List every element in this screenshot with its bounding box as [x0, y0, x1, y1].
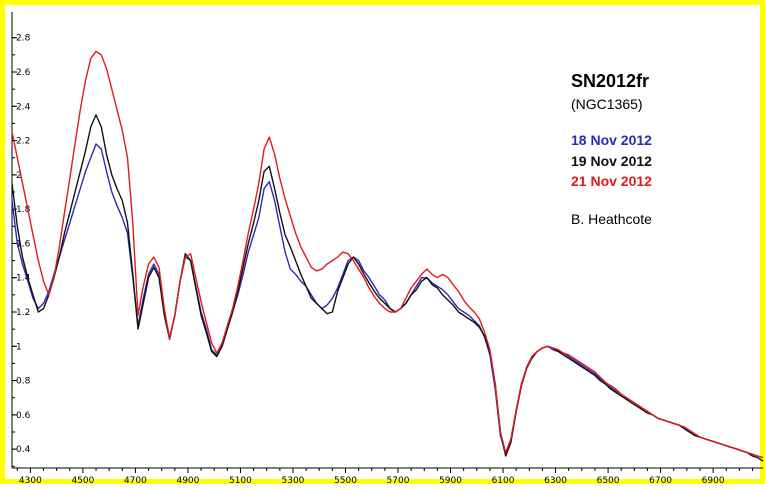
- y-tick-label: 1.8: [16, 205, 31, 215]
- y-tick-label: 2.6: [16, 68, 31, 78]
- axes: 4300 4500 4700 4900 5100 5300 5500 5700 5900 6100…: [11, 12, 763, 486]
- y-tick-label: 2.4: [16, 102, 31, 112]
- y-tick-label: 0.4: [16, 445, 31, 455]
- series-line-1: [11, 143, 764, 459]
- y-tick-label: 0.6: [16, 411, 31, 421]
- y-tick-label: 1.2: [16, 308, 30, 318]
- y-tick-label: 2.2: [16, 137, 30, 147]
- series-line-3: [11, 50, 764, 459]
- x-tick-label: 6500: [597, 476, 620, 486]
- series-line-2: [11, 114, 764, 462]
- y-tick-label: 1.6: [16, 239, 31, 249]
- x-tick-label: 5700: [387, 476, 410, 486]
- x-tick-label: 6900: [702, 476, 725, 486]
- legend-series-1: 18 Nov 2012: [571, 132, 652, 148]
- x-tick-label: 5900: [439, 476, 462, 486]
- y-tick-label: 1: [16, 342, 22, 352]
- y-tick-label: 0.8: [16, 377, 31, 387]
- legend: SN2012fr (NGC1365) 18 Nov 2012 19 Nov 20…: [571, 71, 652, 227]
- x-tick-label: 4300: [19, 476, 42, 486]
- y-tick-label: 1.4: [16, 274, 31, 284]
- x-tick-label: 5100: [229, 476, 252, 486]
- spectrum-chart: 4300 4500 4700 4900 5100 5300 5500 5700 5900 6100…: [11, 12, 764, 486]
- legend-series-2: 19 Nov 2012: [571, 153, 652, 169]
- author-credit: B. Heathcote: [571, 211, 652, 227]
- x-tick-label: 5500: [334, 476, 357, 486]
- chart-title: SN2012fr: [571, 71, 649, 91]
- y-tick-label: 2: [16, 171, 22, 181]
- x-tick-label: 4700: [124, 476, 147, 486]
- legend-series-3: 21 Nov 2012: [571, 173, 652, 189]
- x-tick-label: 4900: [176, 476, 199, 486]
- x-tick-label: 4500: [71, 476, 94, 486]
- x-tick-label: 6700: [649, 476, 672, 486]
- y-tick-label: 2.8: [16, 34, 31, 44]
- series-layer: [11, 50, 764, 462]
- x-tick-label: 6100: [492, 476, 515, 486]
- x-tick-label: 6300: [544, 476, 567, 486]
- x-tick-label: 5300: [282, 476, 305, 486]
- chart-subtitle: (NGC1365): [571, 96, 643, 112]
